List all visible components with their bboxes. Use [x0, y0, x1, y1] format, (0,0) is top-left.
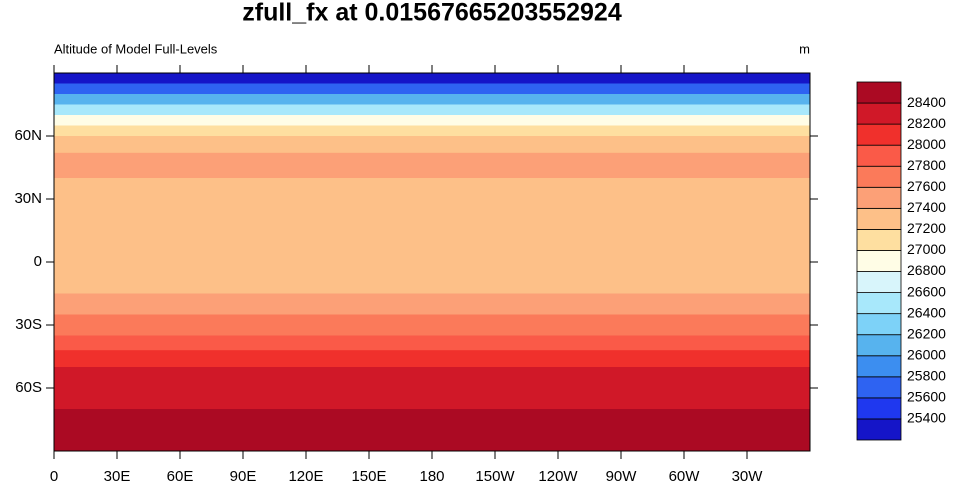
- zonal-band: [54, 262, 810, 294]
- x-tick-label: 30W: [732, 468, 764, 485]
- zonal-band: [54, 104, 810, 116]
- x-tick-label: 120W: [538, 468, 578, 485]
- colorbar-label: 25400: [907, 410, 946, 426]
- zonal-band: [54, 125, 810, 137]
- colorbar-label: 25600: [907, 389, 946, 405]
- x-tick-label: 60E: [167, 468, 194, 485]
- x-tick-label: 120E: [288, 468, 323, 485]
- zonal-band: [54, 152, 810, 179]
- zonal-band: [54, 314, 810, 336]
- colorbar-label: 27600: [907, 178, 946, 194]
- x-tick-label: 0: [50, 468, 58, 485]
- colorbar-box: [856, 144, 902, 167]
- x-tick-label: 90W: [606, 468, 638, 485]
- left-label: Altitude of Model Full-Levels: [54, 41, 218, 56]
- colorbar-label: 27200: [907, 220, 946, 236]
- y-tick-label: 60S: [15, 379, 42, 396]
- colorbar-label: 26600: [907, 283, 946, 299]
- colorbar-label: 26400: [907, 304, 946, 320]
- colorbar-box: [856, 250, 902, 272]
- zonal-band: [54, 115, 810, 126]
- right-label: m: [799, 41, 810, 56]
- colorbar-label: 26200: [907, 325, 946, 341]
- colorbar-label: 27800: [907, 157, 946, 173]
- colorbar-box: [856, 397, 902, 420]
- y-tick-label: 0: [34, 253, 42, 270]
- colorbar-box: [856, 334, 902, 357]
- colorbar-box: [856, 418, 902, 441]
- zonal-band: [54, 94, 810, 105]
- x-tick-label: 30E: [104, 468, 131, 485]
- zonal-band: [54, 73, 810, 84]
- colorbar-label: 28200: [907, 115, 946, 131]
- axes: 0 30E 60E 90E 120E 150E 180 150W 120W 90W 60W 30W 60…: [14, 65, 818, 485]
- y-tick-label: 60N: [14, 127, 42, 144]
- zonal-band: [54, 350, 810, 368]
- zonal-band: [54, 178, 810, 263]
- zonal-band: [54, 388, 810, 410]
- y-tick-label: 30N: [14, 190, 42, 207]
- colorbar-label: 28000: [907, 136, 946, 152]
- zonal-band: [54, 367, 810, 389]
- colorbar-label: 26000: [907, 346, 946, 362]
- colorbar-box: [856, 355, 902, 378]
- colorbar-label: 27400: [907, 199, 946, 215]
- colorbar-label: 28400: [907, 94, 946, 110]
- chart-title: zfull_fx at 0.01567665203552924: [242, 0, 622, 27]
- zonal-band: [54, 136, 810, 154]
- colorbar-box: [856, 271, 902, 293]
- y-tick-label: 30S: [15, 316, 42, 333]
- colorbar-box: [856, 376, 902, 399]
- colorbar-box: [856, 102, 902, 125]
- colorbar-label: 26800: [907, 262, 946, 278]
- x-tick-label: 60W: [669, 468, 701, 485]
- colorbar-box: [856, 313, 902, 336]
- colorbar-box: [856, 165, 902, 188]
- zonal-band: [54, 83, 810, 95]
- colorbar-box: [856, 292, 902, 315]
- zonal-band: [54, 293, 810, 315]
- x-tick-label: 150E: [351, 468, 386, 485]
- x-tick-label: 150W: [475, 468, 515, 485]
- colorbar-box: [856, 81, 902, 104]
- colorbar-box: [856, 186, 902, 209]
- zonal-band: [54, 409, 810, 452]
- colorbar-label: 25800: [907, 368, 946, 384]
- colorbar-box: [856, 207, 902, 230]
- colorbar-box: [856, 229, 902, 251]
- colorbar-box: [856, 123, 902, 146]
- x-tick-label: 180: [419, 468, 444, 485]
- field: [54, 73, 810, 452]
- colorbar-label: 27000: [907, 241, 946, 257]
- x-tick-label: 90E: [230, 468, 257, 485]
- zonal-band: [54, 335, 810, 351]
